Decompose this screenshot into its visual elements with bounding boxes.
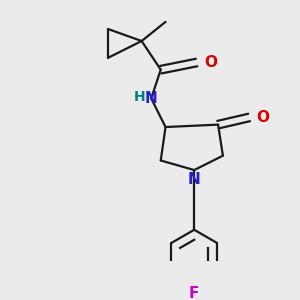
Text: O: O — [256, 110, 269, 125]
Text: N: N — [188, 172, 201, 188]
Text: F: F — [189, 286, 200, 300]
Text: O: O — [204, 55, 217, 70]
Text: H: H — [134, 90, 145, 104]
Text: N: N — [145, 91, 158, 106]
